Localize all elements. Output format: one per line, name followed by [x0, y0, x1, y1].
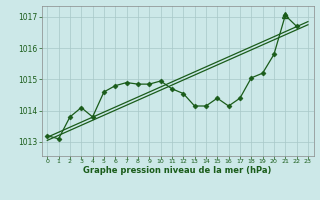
X-axis label: Graphe pression niveau de la mer (hPa): Graphe pression niveau de la mer (hPa) — [84, 166, 272, 175]
